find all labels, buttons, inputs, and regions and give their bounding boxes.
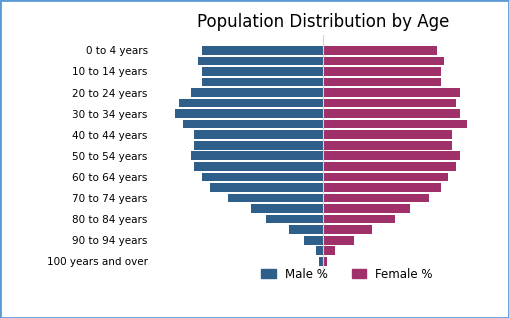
Bar (323, 204, 410, 213)
Bar (323, 141, 452, 149)
Bar (323, 109, 460, 118)
Bar (202, 67, 323, 76)
Bar (289, 225, 323, 234)
Bar (304, 236, 323, 245)
Bar (194, 130, 323, 139)
Bar (190, 88, 323, 97)
Title: Population Distribution by Age: Population Distribution by Age (197, 13, 449, 31)
Bar (323, 257, 327, 266)
Bar (183, 120, 323, 128)
Bar (176, 109, 323, 118)
Bar (323, 151, 460, 160)
Bar (323, 130, 452, 139)
Bar (316, 246, 323, 255)
Bar (229, 194, 323, 202)
Bar (194, 141, 323, 149)
Bar (210, 183, 323, 192)
Bar (323, 236, 354, 245)
Bar (251, 204, 323, 213)
Bar (323, 46, 437, 55)
Bar (190, 151, 323, 160)
Bar (323, 162, 456, 171)
Bar (323, 194, 429, 202)
Bar (323, 225, 373, 234)
Bar (323, 215, 395, 224)
Bar (198, 57, 323, 65)
Bar (323, 88, 460, 97)
Legend: Male %, Female %: Male %, Female % (257, 263, 437, 285)
Bar (323, 246, 334, 255)
Bar (323, 67, 441, 76)
Bar (266, 215, 323, 224)
Bar (202, 46, 323, 55)
Bar (202, 173, 323, 181)
Bar (323, 78, 441, 86)
Bar (323, 183, 441, 192)
Bar (323, 173, 448, 181)
Bar (194, 162, 323, 171)
Bar (202, 78, 323, 86)
Bar (320, 257, 323, 266)
Bar (323, 57, 444, 65)
Bar (323, 120, 467, 128)
Bar (323, 99, 456, 107)
Bar (179, 99, 323, 107)
